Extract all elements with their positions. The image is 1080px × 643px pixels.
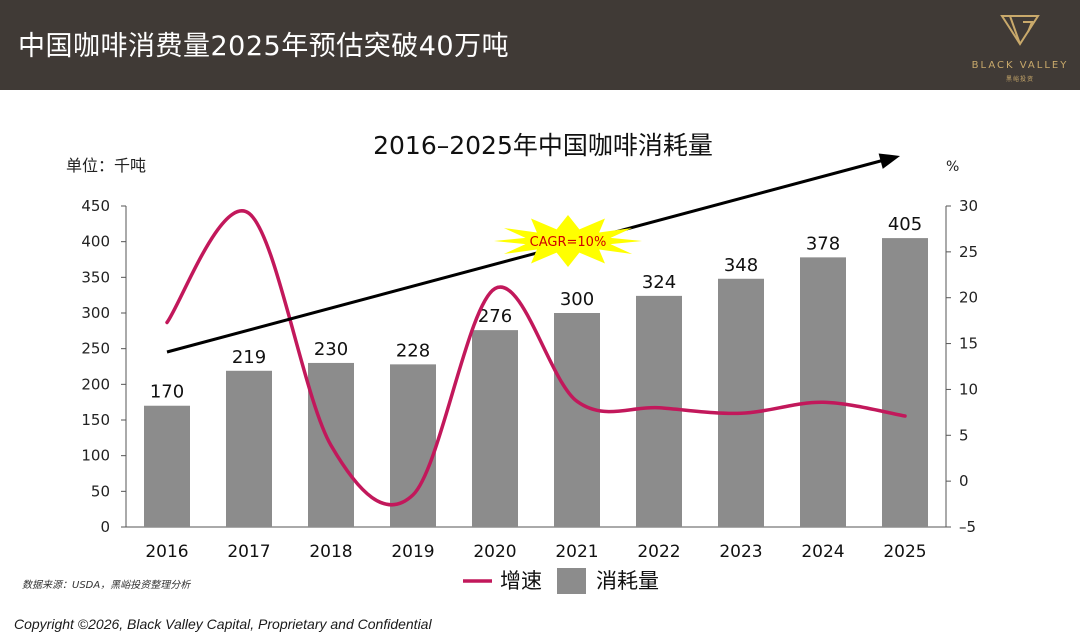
left-unit-label: 单位：千吨: [66, 156, 146, 175]
legend-bar-swatch: [557, 568, 586, 594]
logo-mark-icon: [1000, 15, 1040, 46]
legend: 增速 消耗量: [463, 568, 659, 594]
trend-arrow: CAGR=10%: [166, 153, 900, 354]
logo: BLACK VALLEY 黑峪投资: [960, 10, 1080, 88]
bar-value-label: 276: [478, 306, 512, 327]
right-tick-label: 30: [959, 197, 978, 215]
legend-label-growth: 增速: [500, 569, 542, 593]
bar-value-label: 300: [560, 289, 594, 310]
right-tick-label: 0: [959, 472, 969, 490]
x-tick-label: 2019: [391, 542, 434, 562]
bar-value-label: 378: [806, 233, 840, 254]
starburst-icon: [494, 215, 642, 267]
right-tick-label: 5: [959, 426, 969, 444]
page-title: 中国咖啡消费量2025年预估突破40万吨: [18, 31, 510, 62]
line-series: [165, 209, 907, 507]
axes: 050100150200250300350400450–505101520253…: [81, 197, 978, 562]
bar: [800, 257, 846, 527]
growth-line: [165, 209, 907, 507]
right-tick-label: –5: [959, 518, 976, 536]
left-tick-label: 150: [81, 411, 110, 429]
chart-title: 2016–2025年中国咖啡消耗量: [373, 131, 713, 160]
x-tick-label: 2016: [145, 542, 188, 562]
bar: [718, 278, 764, 527]
logo-subtitle: 黑峪投资: [1005, 76, 1034, 83]
left-tick-label: 350: [81, 268, 110, 286]
trend-arrow-line: [166, 157, 889, 354]
x-tick-label: 2024: [801, 542, 844, 562]
bar: [554, 313, 600, 527]
left-tick-label: 450: [81, 197, 110, 215]
right-unit-label: %: [946, 159, 959, 175]
x-tick-label: 2023: [719, 542, 762, 562]
logo-name: BLACK VALLEY: [971, 60, 1069, 71]
bar-value-label: 170: [150, 382, 184, 403]
bar-series: 170 219 230 228 276 300 324 348 378 405: [144, 214, 928, 527]
right-tick-label: 15: [959, 335, 978, 353]
left-tick-label: 100: [81, 447, 110, 465]
x-tick-label: 2022: [637, 542, 680, 562]
arrow-head-icon: [878, 153, 900, 169]
bar-value-label: 219: [232, 347, 266, 368]
x-tick-label: 2017: [227, 542, 270, 562]
left-tick-label: 300: [81, 304, 110, 322]
bar-value-label: 324: [642, 272, 676, 293]
left-tick-label: 400: [81, 233, 110, 251]
bar-value-label: 228: [396, 340, 430, 361]
header-bar: 中国咖啡消费量2025年预估突破40万吨 BLACK VALLEY 黑峪投资: [0, 0, 1080, 90]
bar-value-label: 230: [314, 339, 348, 360]
right-tick-label: 20: [959, 289, 978, 307]
bar: [472, 330, 518, 527]
left-tick-label: 0: [100, 518, 110, 536]
chart: 2016–2025年中国咖啡消耗量 单位：千吨 % 05010015020025…: [66, 131, 978, 594]
x-tick-label: 2021: [555, 542, 598, 562]
bar-value-label: 348: [724, 255, 758, 276]
left-tick-label: 250: [81, 340, 110, 358]
right-tick-label: 10: [959, 380, 978, 398]
bar: [636, 295, 682, 527]
left-tick-label: 200: [81, 375, 110, 393]
left-tick-label: 50: [91, 482, 110, 500]
bar-value-label: 405: [888, 214, 922, 235]
copyright-footer: Copyright ©2026, Black Valley Capital, P…: [14, 616, 432, 632]
bar: [144, 405, 190, 527]
x-tick-label: 2020: [473, 542, 516, 562]
x-tick-label: 2025: [883, 542, 926, 562]
data-source-note: 数据来源：USDA，黑峪投资整理分析: [22, 580, 191, 591]
cagr-label: CAGR=10%: [530, 235, 607, 250]
bar: [882, 238, 928, 527]
legend-label-consumption: 消耗量: [596, 569, 659, 593]
bar: [390, 364, 436, 527]
x-tick-label: 2018: [309, 542, 352, 562]
bar: [226, 370, 272, 527]
right-tick-label: 25: [959, 243, 978, 261]
